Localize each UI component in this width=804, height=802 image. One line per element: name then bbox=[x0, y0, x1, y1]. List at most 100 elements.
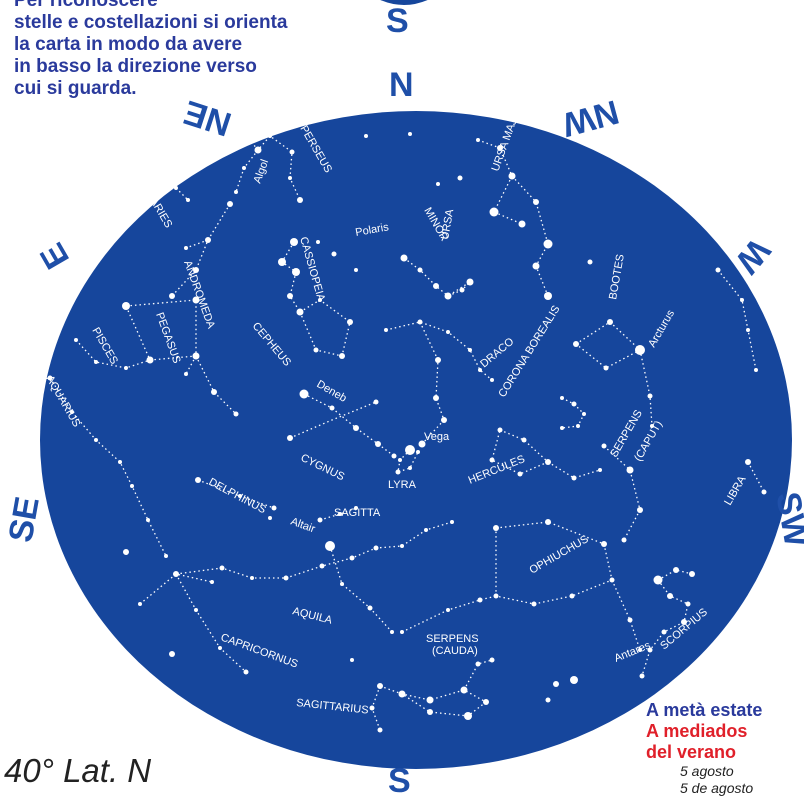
direction-southeast: SE bbox=[1, 493, 47, 546]
star bbox=[761, 489, 767, 495]
star bbox=[174, 186, 178, 190]
star bbox=[489, 207, 499, 217]
star bbox=[446, 608, 450, 612]
sky-disc bbox=[40, 111, 792, 769]
star bbox=[653, 575, 663, 585]
star bbox=[647, 393, 653, 399]
constellation-line bbox=[611, 579, 641, 651]
star bbox=[316, 240, 320, 244]
star bbox=[576, 424, 580, 428]
star bbox=[493, 525, 499, 531]
star bbox=[250, 576, 254, 580]
star bbox=[493, 593, 499, 599]
star bbox=[164, 554, 168, 558]
constellation-line bbox=[397, 449, 419, 473]
star bbox=[450, 520, 454, 524]
constellation-label-lyra: LYRA bbox=[388, 479, 417, 491]
star bbox=[211, 389, 217, 395]
upper-chart-edge bbox=[380, 0, 428, 5]
star bbox=[146, 356, 154, 364]
star bbox=[94, 360, 98, 364]
constellation-line bbox=[175, 573, 247, 673]
star bbox=[195, 477, 201, 483]
star bbox=[627, 617, 633, 623]
star bbox=[319, 563, 325, 569]
star bbox=[377, 727, 383, 733]
star bbox=[457, 175, 463, 181]
star bbox=[237, 125, 243, 131]
star bbox=[313, 347, 319, 353]
constellation-line bbox=[75, 339, 151, 369]
star bbox=[689, 571, 695, 577]
star bbox=[373, 545, 379, 551]
star bbox=[466, 278, 474, 286]
star bbox=[296, 308, 304, 316]
star bbox=[290, 238, 298, 246]
star bbox=[219, 565, 225, 571]
star bbox=[582, 412, 586, 416]
star bbox=[427, 709, 433, 715]
star bbox=[609, 577, 615, 583]
star bbox=[715, 267, 721, 273]
star bbox=[603, 365, 609, 371]
star bbox=[289, 149, 295, 155]
star bbox=[234, 190, 238, 194]
star bbox=[146, 518, 150, 522]
star bbox=[639, 673, 645, 679]
star bbox=[373, 399, 379, 405]
latitude-label: 40° Lat. N bbox=[4, 752, 152, 789]
star bbox=[369, 705, 375, 711]
star bbox=[353, 425, 359, 431]
star bbox=[398, 690, 406, 698]
star bbox=[192, 352, 200, 360]
star bbox=[681, 619, 687, 625]
legend-date-spanish: 5 de agosto bbox=[680, 780, 754, 796]
star bbox=[553, 681, 559, 687]
star bbox=[545, 519, 551, 525]
star bbox=[271, 505, 277, 511]
star bbox=[477, 597, 483, 603]
star bbox=[459, 287, 465, 293]
star bbox=[340, 582, 344, 586]
star bbox=[398, 458, 402, 462]
star bbox=[354, 268, 358, 272]
star bbox=[124, 366, 128, 370]
star bbox=[138, 602, 142, 606]
star bbox=[169, 293, 175, 299]
star bbox=[573, 341, 579, 347]
star bbox=[661, 629, 667, 635]
star bbox=[299, 389, 309, 399]
star bbox=[122, 302, 130, 310]
star bbox=[47, 375, 53, 381]
legend-spanish-2: del verano bbox=[646, 742, 737, 762]
star bbox=[417, 319, 423, 325]
star bbox=[94, 438, 98, 442]
star bbox=[123, 549, 129, 555]
constellation-line bbox=[159, 179, 189, 201]
constellation-label-ursa-minor-1: URSA bbox=[439, 208, 456, 241]
star bbox=[218, 646, 222, 650]
intro-line: la carta in modo da avere bbox=[14, 34, 243, 55]
star bbox=[621, 537, 627, 543]
star bbox=[754, 368, 758, 372]
constellation-line bbox=[175, 567, 286, 579]
star bbox=[489, 457, 495, 463]
star bbox=[532, 262, 540, 270]
star bbox=[635, 345, 645, 355]
star bbox=[193, 267, 199, 273]
star bbox=[325, 541, 335, 551]
star bbox=[571, 475, 577, 481]
star bbox=[508, 172, 516, 180]
direction-south-top: S bbox=[386, 2, 409, 40]
constellation-line bbox=[239, 127, 301, 201]
star bbox=[375, 441, 381, 447]
constellation-line bbox=[657, 569, 693, 581]
constellation-line bbox=[511, 175, 549, 297]
star bbox=[545, 459, 551, 465]
star bbox=[254, 146, 262, 154]
star bbox=[446, 330, 450, 334]
star bbox=[288, 176, 292, 180]
star bbox=[417, 267, 423, 273]
star bbox=[408, 466, 412, 470]
